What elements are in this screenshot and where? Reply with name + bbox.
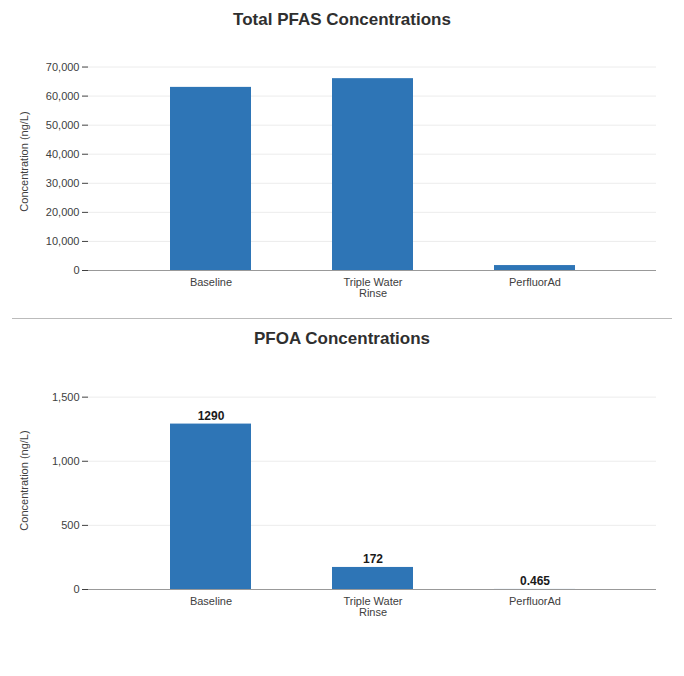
svg-text:40,000: 40,000 — [46, 148, 80, 160]
svg-text:Triple WaterRinse: Triple WaterRinse — [343, 276, 402, 299]
svg-text:0: 0 — [73, 264, 79, 276]
svg-text:500: 500 — [61, 519, 79, 531]
svg-text:PerfluorAd: PerfluorAd — [509, 595, 561, 607]
svg-text:Baseline: Baseline — [190, 276, 232, 288]
svg-text:60,000: 60,000 — [46, 90, 80, 102]
svg-text:20,000: 20,000 — [46, 206, 80, 218]
svg-text:Baseline: Baseline — [190, 595, 232, 607]
svg-text:1,000: 1,000 — [52, 455, 80, 467]
svg-text:PerfluorAd: PerfluorAd — [509, 276, 561, 288]
html-text:Total PFAS Concentrations: Total PFAS Concentrations — [233, 10, 451, 29]
svg-text:172: 172 — [363, 552, 383, 566]
svg-text:30,000: 30,000 — [46, 177, 80, 189]
svg-text:0.465: 0.465 — [520, 574, 550, 588]
svg-text:1,500: 1,500 — [52, 391, 80, 403]
svg-text:0: 0 — [73, 583, 79, 595]
svg-text:Concentration (ng/L): Concentration (ng/L) — [18, 430, 30, 530]
svg-text:10,000: 10,000 — [46, 235, 80, 247]
svg-text:50,000: 50,000 — [46, 119, 80, 131]
html-text:PFOA Concentrations: PFOA Concentrations — [254, 329, 430, 348]
svg-text:Concentration (ng/L): Concentration (ng/L) — [18, 111, 30, 211]
svg-text:1290: 1290 — [198, 409, 225, 423]
svg-text:70,000: 70,000 — [46, 61, 80, 73]
svg-text:Triple WaterRinse: Triple WaterRinse — [343, 595, 402, 618]
